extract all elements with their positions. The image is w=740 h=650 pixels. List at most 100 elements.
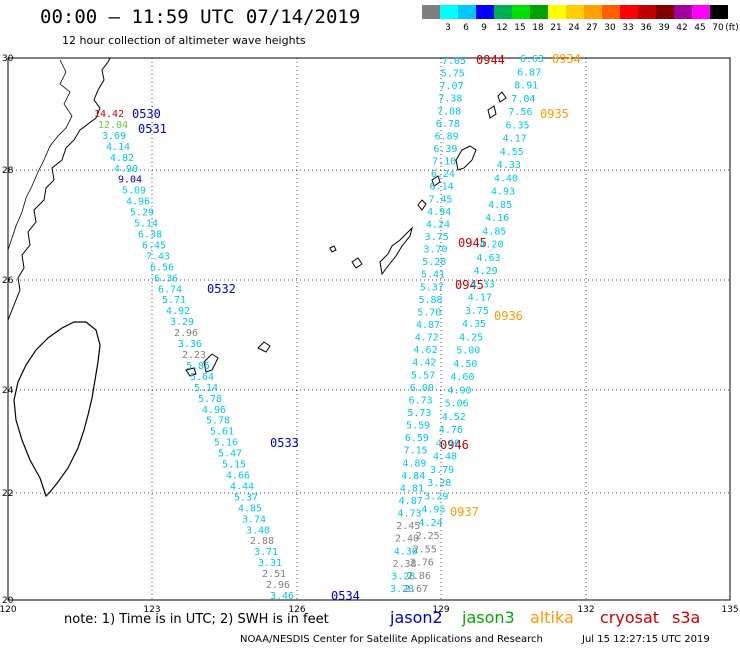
swh-value-label: 3.28	[427, 478, 451, 489]
swh-value-label: 4.33	[471, 279, 495, 290]
swh-value-label: 3.29	[424, 491, 448, 502]
swh-value-label: 4.87	[399, 496, 423, 507]
swh-value-label: 4.89	[402, 458, 426, 469]
track-time-label: 0935	[540, 107, 569, 121]
swh-value-label: 6.74	[158, 284, 182, 295]
wave-height-labels: 14.4212.043.694.144.824.909.045.094.965.…	[94, 52, 581, 603]
swh-value-label: 5.00	[456, 346, 480, 357]
scale-label: 33	[622, 23, 634, 33]
swh-value-label: 4.81	[400, 483, 424, 494]
track-time-label: 0937	[450, 505, 479, 519]
swh-value-label: 4.50	[453, 359, 477, 370]
lat-lon-grid	[8, 58, 730, 600]
axis-tick-labels: 120 123 126 129 132 135 30 28 26 24 22 20	[0, 54, 739, 615]
swh-value-label: 5.85	[186, 361, 210, 372]
swh-value-label: 6.89	[435, 131, 459, 142]
swh-value-label: 4.82	[110, 153, 134, 164]
swh-value-label: 4.24	[426, 219, 450, 230]
lat-tick-label: 24	[2, 386, 14, 396]
swh-value-label: 4.17	[468, 293, 492, 304]
swh-value-label: 4.17	[503, 134, 527, 145]
swh-value-label: 4.44	[230, 481, 254, 492]
swh-value-label: 3.71	[254, 547, 278, 558]
swh-value-label: 2.96	[266, 580, 290, 591]
swh-value-label: 2.86	[407, 571, 431, 582]
track-time-label: 0945	[458, 236, 487, 250]
ryukyu-islands	[185, 91, 507, 377]
scale-unit: (ft)	[725, 23, 739, 33]
swh-value-label: 6.00	[410, 383, 434, 394]
swh-value-label: 4.93	[491, 187, 515, 198]
swh-value-label: 6.87	[517, 67, 541, 78]
swh-value-label: 7.43	[146, 251, 170, 262]
track-time-label: 0934	[552, 52, 581, 66]
swh-value-label: 2.96	[174, 328, 198, 339]
footer-note: note: 1) Time is in UTC; 2) SWH is in fe…	[64, 612, 329, 627]
swh-value-label: 6.24	[431, 169, 455, 180]
swh-value-label: 5.37	[420, 282, 444, 293]
track-time-label: 0532	[207, 282, 236, 296]
swh-value-label: 4.94	[427, 207, 451, 218]
scale-label: 39	[658, 23, 670, 33]
swh-value-label: 7.15	[404, 446, 428, 457]
swh-value-label: 5.88	[418, 295, 442, 306]
scale-label: 18	[532, 23, 544, 33]
swh-value-label: 7.56	[508, 107, 532, 118]
map-frame	[7, 57, 731, 601]
swh-value-label: 6.35	[506, 120, 530, 131]
swh-value-label: 5.61	[210, 427, 234, 438]
swh-value-label: 5.14	[134, 219, 158, 230]
lon-tick-label: 135	[721, 605, 738, 615]
swh-value-label: 5.16	[214, 438, 238, 449]
scale-swatch	[494, 5, 512, 19]
scale-label: 12	[496, 23, 508, 33]
page-subtitle: 12 hour collection of altimeter wave hei…	[62, 34, 306, 47]
swh-value-label: 4.85	[482, 226, 506, 237]
scale-swatch	[584, 5, 602, 19]
track-time-label: 0944	[476, 53, 505, 67]
scale-label: 24	[568, 23, 580, 33]
swh-value-label: 7.04	[511, 94, 535, 105]
swh-value-label: 5.57	[411, 370, 435, 381]
swh-value-label: 2.76	[410, 558, 434, 569]
track-time-label: 0936	[494, 309, 523, 323]
swh-value-label: 2.23	[182, 350, 206, 361]
scale-swatch	[656, 5, 674, 19]
swh-value-label: 4.96	[126, 197, 150, 208]
swh-value-label: 12.04	[98, 120, 128, 131]
swh-value-label: 8.91	[514, 81, 538, 92]
swh-value-label: 4.24	[419, 518, 443, 529]
swh-value-label: 3.40	[246, 525, 270, 536]
scale-label: 45	[694, 23, 706, 33]
swh-value-label: 4.48	[433, 452, 457, 463]
lat-tick-label: 20	[2, 596, 14, 606]
scale-label: 3	[445, 23, 451, 33]
swh-value-label: 3.31	[258, 558, 282, 569]
lon-tick-label: 126	[288, 605, 305, 615]
swh-value-label: 4.52	[442, 412, 466, 423]
swh-value-label: 5.28	[422, 257, 446, 268]
swh-value-label: 4.85	[238, 503, 262, 514]
scale-swatch	[512, 5, 530, 19]
swh-value-label: 4.60	[450, 372, 474, 383]
swh-value-label: 6.56	[150, 262, 174, 273]
swh-value-label: 4.73	[397, 509, 421, 520]
swh-value-label: 3.79	[430, 465, 454, 476]
lat-tick-label: 30	[2, 54, 14, 64]
satellite-legend-cryosat: cryosat	[600, 608, 660, 627]
scale-label: 42	[676, 23, 688, 33]
credit-text: NOAA/NESDIS Center for Satellite Applica…	[240, 634, 543, 645]
scale-label: 6	[463, 23, 469, 33]
track-time-label: 0531	[138, 122, 167, 136]
scale-swatch	[530, 5, 548, 19]
swh-value-label: 2.25	[416, 531, 440, 542]
swh-value-label: 4.95	[421, 505, 445, 516]
swh-value-label: 3.75	[425, 232, 449, 243]
scale-swatch	[566, 5, 584, 19]
swh-value-label: 6.14	[430, 182, 454, 193]
satellite-legend-jason2: jason2	[390, 608, 443, 627]
scale-swatch	[548, 5, 566, 19]
swh-value-label: 3.69	[102, 131, 126, 142]
satellite-legend-s3a: s3a	[672, 608, 701, 627]
